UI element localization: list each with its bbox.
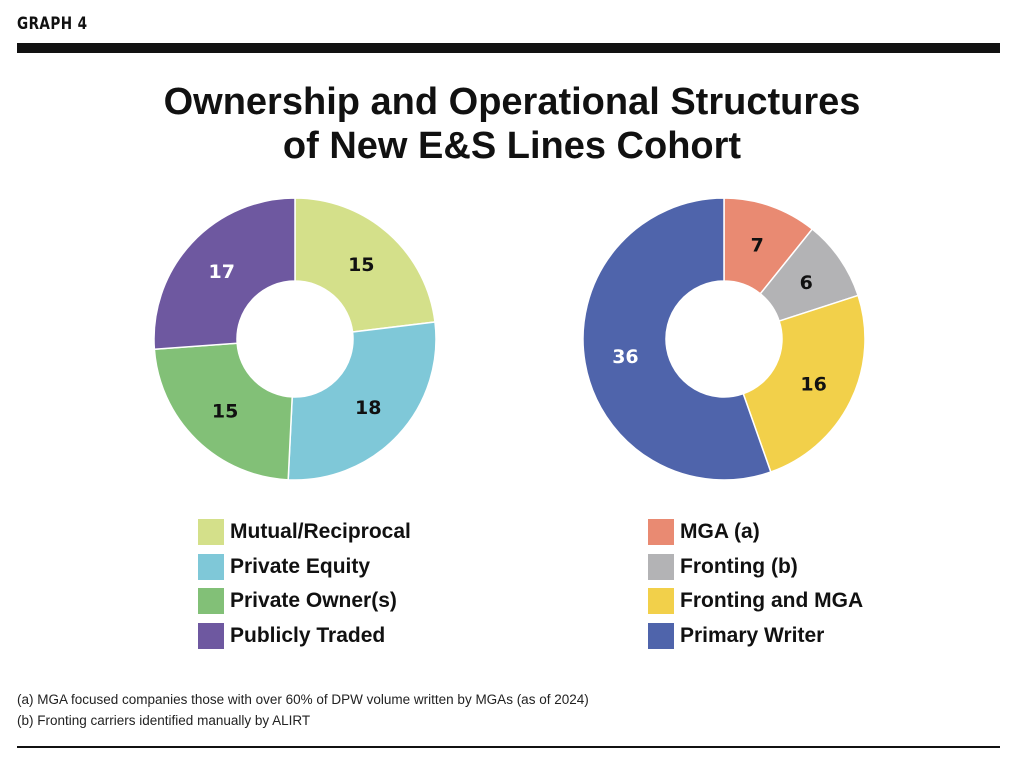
legend-item: Primary Writer <box>648 619 863 654</box>
legend-swatch <box>648 553 674 580</box>
legend-label: Private Equity <box>230 554 371 578</box>
data-label: 7 <box>751 235 764 257</box>
data-label: 15 <box>348 254 374 276</box>
legend-swatch <box>198 519 224 546</box>
footnote-b: (b) Fronting carriers identified manuall… <box>17 713 311 728</box>
data-label: 6 <box>800 272 813 294</box>
donut-slice-fronting-and-mga <box>742 294 866 473</box>
legend-swatch <box>198 622 224 649</box>
donut-charts: 15 18 15 17 7 6 16 36 <box>153 197 866 481</box>
legend-swatch <box>648 622 674 649</box>
legend-item: Private Owner(s) <box>198 584 411 619</box>
donut-slice-private-equity <box>287 321 437 481</box>
donut-slice-publicly-traded <box>153 197 296 351</box>
legend-label: MGA (a) <box>680 520 760 544</box>
legend-item: Fronting (b) <box>648 550 863 585</box>
chart-title: Ownership and Operational Structures of … <box>0 80 1024 168</box>
legend-item: Publicly Traded <box>198 619 411 654</box>
legend-label: Mutual/Reciprocal <box>230 520 411 544</box>
legend-ownership: Mutual/Reciprocal Private Equity Private O… <box>198 515 411 653</box>
legend-label: Fronting and MGA <box>680 589 864 613</box>
graph-label: GRAPH 4 <box>17 14 88 34</box>
data-label: 15 <box>212 401 238 423</box>
legend-label: Fronting (b) <box>680 554 798 578</box>
donut-slice-mutual-reciprocal <box>294 197 436 333</box>
bottom-rule <box>17 746 1000 748</box>
legend-label: Publicly Traded <box>230 623 386 647</box>
legend-label: Private Owner(s) <box>230 589 397 613</box>
legend-item: MGA (a) <box>648 515 863 550</box>
legend-item: Mutual/Reciprocal <box>198 515 411 550</box>
data-label: 17 <box>209 261 235 283</box>
legend-swatch <box>198 588 224 615</box>
legend-item: Fronting and MGA <box>648 584 863 619</box>
data-label: 16 <box>800 373 826 395</box>
legend-label: Primary Writer <box>680 623 825 647</box>
donut-slice-primary-writer <box>582 197 772 481</box>
footnote-a: (a) MGA focused companies those with ove… <box>17 692 589 707</box>
donut-slice-private-owner-s- <box>153 342 293 481</box>
data-label: 36 <box>612 346 638 368</box>
legend-item: Private Equity <box>198 550 411 585</box>
legend-swatch <box>648 588 674 615</box>
legend-operational: MGA (a) Fronting (b) Fronting and MGA Prima… <box>648 515 863 653</box>
top-rule <box>17 43 1000 53</box>
legend-swatch <box>198 553 224 580</box>
title-line-2: of New E&S Lines Cohort <box>282 125 742 167</box>
footnotes: (a) MGA focused companies those with ove… <box>17 689 589 731</box>
legend-swatch <box>648 519 674 546</box>
title-line-1: Ownership and Operational Structures <box>163 81 861 123</box>
data-label: 18 <box>355 397 381 419</box>
